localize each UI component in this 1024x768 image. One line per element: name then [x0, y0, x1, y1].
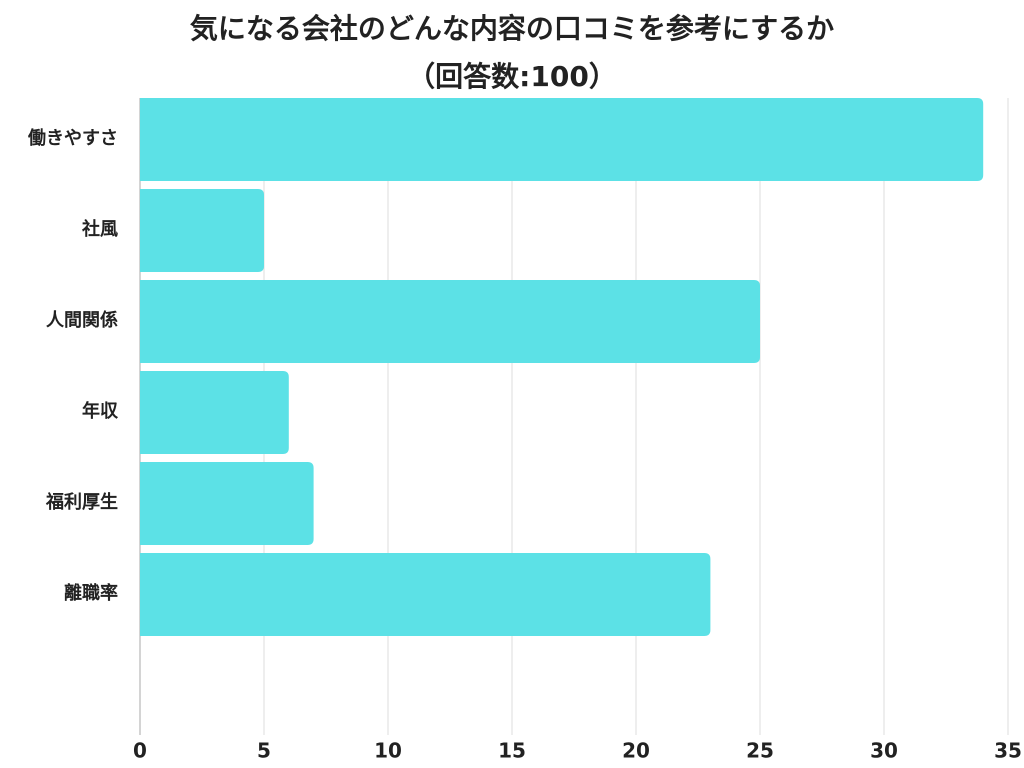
x-tick-label: 10 — [374, 739, 402, 763]
bar — [140, 280, 760, 363]
y-tick-label: 年収 — [82, 400, 119, 422]
x-tick-label: 20 — [622, 739, 650, 763]
y-tick-label: 福利厚生 — [45, 491, 118, 513]
y-tick-label: 働きやすさ — [27, 127, 118, 149]
x-tick-label: 35 — [994, 739, 1022, 763]
bar — [140, 553, 711, 636]
chart-title: 気になる会社のどんな内容の口コミを参考にするか — [190, 12, 834, 45]
chart-subtitle: （回答数:100） — [407, 60, 617, 93]
y-tick-label: 離職率 — [64, 582, 118, 604]
bar — [140, 189, 264, 272]
x-tick-label: 5 — [257, 739, 271, 763]
x-tick-label: 25 — [746, 739, 774, 763]
y-tick-label: 人間関係 — [46, 309, 118, 331]
x-tick-label: 0 — [133, 739, 147, 763]
bar — [140, 371, 289, 454]
bar — [140, 98, 984, 181]
x-tick-label: 15 — [498, 739, 526, 763]
bar — [140, 462, 314, 545]
y-tick-label: 社風 — [82, 218, 118, 240]
x-tick-label: 30 — [870, 739, 898, 763]
